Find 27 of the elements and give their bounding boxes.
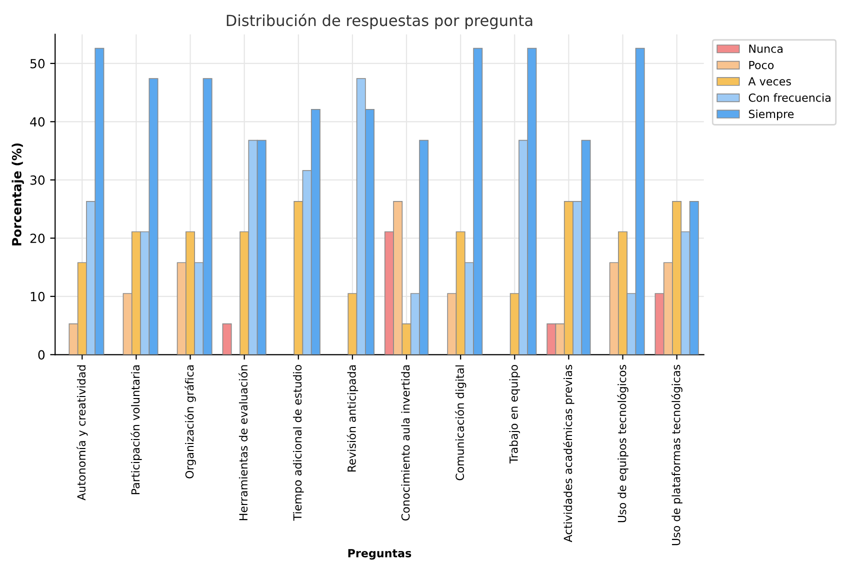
chart-title: Distribución de respuestas por pregunta — [226, 14, 532, 30]
y-axis-title: Porcentaje (%) — [12, 143, 24, 246]
x-tick-label: Uso de equipos tecnológicos — [617, 364, 628, 522]
x-tick-label: Herramientas de evaluación — [238, 365, 248, 520]
y-tick-label: 20 — [30, 234, 45, 244]
legend-label: Poco — [749, 60, 774, 70]
legend-label: A veces — [748, 77, 791, 86]
legend-label: Nunca — [749, 44, 782, 53]
x-tick-label: Uso de plataformas tecnológicas — [671, 364, 682, 546]
x-axis-title: Preguntas — [348, 549, 412, 560]
y-tick-label: 0 — [38, 350, 45, 360]
x-tick-label: Conocimiento aula invertida — [401, 365, 410, 520]
x-tick-label: Participación voluntaria — [130, 365, 142, 494]
x-tick-label: Actividades académicas previas — [563, 364, 574, 542]
x-tick-label: Autonomía y creatividad — [76, 365, 88, 500]
y-tick-label: 40 — [30, 117, 45, 127]
y-tick-label: 50 — [30, 58, 45, 68]
x-tick-label: Comunicación digital — [454, 365, 466, 480]
legend-label: Con frecuencia — [748, 93, 830, 102]
legend-label: Siempre — [748, 110, 794, 120]
x-tick-label: Tiempo adicional de estudio — [293, 364, 304, 521]
y-tick-label: 10 — [30, 292, 45, 302]
bar — [222, 323, 232, 355]
x-tick-label: Organización gráfica — [184, 365, 196, 478]
x-tick-label: Revisión anticipada — [346, 365, 358, 472]
x-tick-label: Trabajo en equipo — [509, 364, 520, 464]
y-tick-label: 30 — [30, 175, 45, 185]
